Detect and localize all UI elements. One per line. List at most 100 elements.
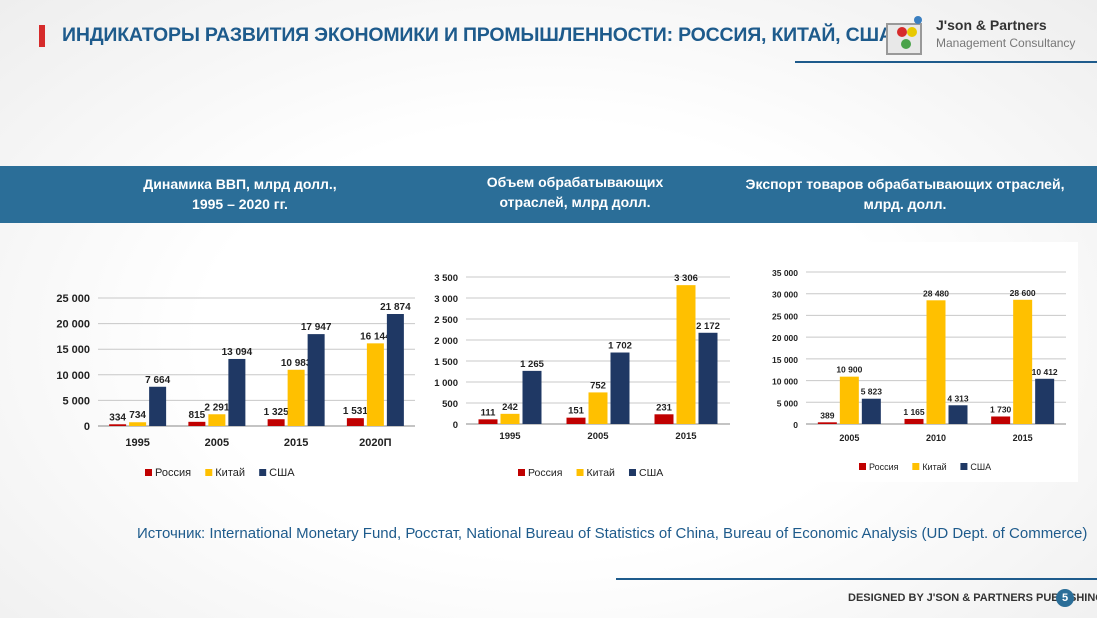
legend-label: США — [639, 467, 663, 479]
bar — [386, 314, 404, 426]
chart3-title-line1: Экспорт товаров обрабатывающих отраслей, — [745, 176, 1065, 192]
x-tick-label: 1995 — [499, 431, 521, 442]
data-label: 1 730 — [990, 404, 1012, 414]
bar — [366, 343, 384, 426]
bar — [948, 405, 968, 424]
legend-label: Китай — [215, 467, 245, 479]
legend-label: Китай — [922, 462, 946, 472]
bar — [307, 334, 325, 426]
y-tick-label: 5 000 — [62, 395, 90, 407]
bar — [478, 419, 498, 424]
legend-label: Россия — [155, 467, 191, 479]
title-accent-bar — [39, 25, 45, 47]
page-number: 5 — [1056, 589, 1074, 607]
gdp-chart: 0 5 000 10 000 15 000 20 000 25 000 334 734 7 66… — [56, 293, 415, 479]
y-tick-label: 1 000 — [434, 378, 458, 389]
bar — [129, 422, 147, 426]
y-tick-label: 0 — [453, 420, 458, 431]
bar — [1013, 299, 1033, 424]
y-tick-label: 35 000 — [772, 268, 798, 278]
bar — [228, 358, 246, 426]
chart1-title-line2: 1995 – 2020 гг. — [192, 196, 288, 212]
legend-label: США — [970, 462, 991, 472]
y-tick-label: 500 — [442, 399, 458, 410]
bar — [817, 422, 837, 424]
x-tick-label: 2015 — [675, 431, 697, 442]
y-tick-label: 3 500 — [434, 273, 458, 284]
x-tick-label: 2015 — [284, 437, 308, 449]
data-label: 1 702 — [608, 341, 632, 352]
bar — [839, 376, 859, 424]
legend-swatch — [960, 463, 968, 470]
data-label: 815 — [189, 410, 206, 421]
chart2-title-line2: отраслей, млрд долл. — [499, 194, 651, 210]
y-tick-label: 25 000 — [772, 311, 798, 321]
x-tick-label: 2020П — [359, 437, 391, 449]
bar — [698, 332, 718, 424]
legend-swatch — [912, 463, 920, 470]
bar — [676, 285, 696, 424]
data-label: 231 — [656, 402, 673, 413]
manufacturing-chart: 0 500 1 000 1 500 2 000 2 500 3 000 3 500 111 242… — [434, 273, 730, 479]
y-tick-label: 2 000 — [434, 336, 458, 347]
bar — [346, 418, 364, 426]
logo-name: J'son & Partners — [936, 17, 1047, 33]
export-chart-panel: 0 5 000 10 000 15 000 20 000 25 000 30 000 35 0… — [751, 242, 1078, 482]
data-label: 734 — [129, 410, 146, 421]
x-tick-label: 2005 — [587, 431, 609, 442]
bar — [566, 417, 586, 424]
y-tick-label: 3 000 — [434, 294, 458, 305]
bar — [287, 369, 305, 426]
source-note: Источник: International Monetary Fund, Р… — [137, 525, 1088, 542]
bar — [610, 352, 630, 424]
y-tick-label: 5 000 — [777, 398, 799, 408]
export-chart: 0 5 000 10 000 15 000 20 000 25 000 30 000 35 0… — [772, 268, 1066, 472]
footer-text: DESIGNED BY J'SON & PARTNERS PUBLISHING — [848, 592, 1097, 604]
y-tick-label: 30 000 — [772, 290, 798, 300]
bar — [991, 416, 1011, 424]
legend-swatch — [259, 469, 267, 476]
bar — [654, 414, 674, 424]
y-tick-label: 2 500 — [434, 315, 458, 326]
footer-rule — [616, 578, 1097, 580]
page-title: ИНДИКАТОРЫ РАЗВИТИЯ ЭКОНОМИКИ И ПРОМЫШЛЕ… — [62, 24, 893, 46]
legend-swatch — [859, 463, 866, 470]
data-label: 3 306 — [674, 273, 698, 284]
data-label: 752 — [590, 380, 606, 391]
bar — [208, 414, 226, 426]
data-label: 2 172 — [696, 321, 720, 332]
x-tick-label: 2015 — [1013, 433, 1033, 443]
data-label: 10 983 — [281, 358, 312, 369]
x-tick-label: 1995 — [125, 437, 149, 449]
chart2-title: Объем обрабатывающих отраслей, млрд долл… — [450, 172, 700, 212]
x-tick-label: 2005 — [205, 437, 229, 449]
bar — [267, 419, 285, 426]
legend-swatch — [205, 469, 213, 476]
data-label: 10 900 — [836, 365, 862, 375]
bar — [522, 370, 542, 424]
data-label: 4 313 — [947, 393, 969, 403]
x-tick-label: 2010 — [926, 433, 946, 443]
bar — [500, 413, 520, 424]
legend-swatch — [145, 469, 152, 476]
bar — [861, 398, 881, 424]
data-label: 28 480 — [923, 288, 949, 298]
y-tick-label: 0 — [793, 420, 798, 430]
data-label: 1 165 — [903, 407, 925, 417]
header-rule — [795, 61, 1097, 63]
logo-icon — [886, 16, 922, 55]
legend-swatch — [518, 469, 525, 476]
bar — [588, 392, 608, 424]
y-tick-label: 10 000 — [56, 370, 90, 382]
y-tick-label: 25 000 — [56, 293, 90, 305]
data-label: 7 664 — [145, 375, 170, 386]
data-label: 111 — [481, 407, 497, 418]
logo-subtitle: Management Consultancy — [936, 36, 1076, 50]
chart-titles-band: Динамика ВВП, млрд долл., 1995 – 2020 гг… — [0, 166, 1097, 223]
data-label: 13 094 — [222, 347, 253, 358]
y-tick-label: 15 000 — [772, 355, 798, 365]
data-label: 28 600 — [1010, 288, 1036, 298]
legend-label: США — [269, 467, 295, 479]
chart3-title: Экспорт товаров обрабатывающих отраслей,… — [740, 174, 1070, 214]
legend-label: Китай — [587, 467, 616, 479]
